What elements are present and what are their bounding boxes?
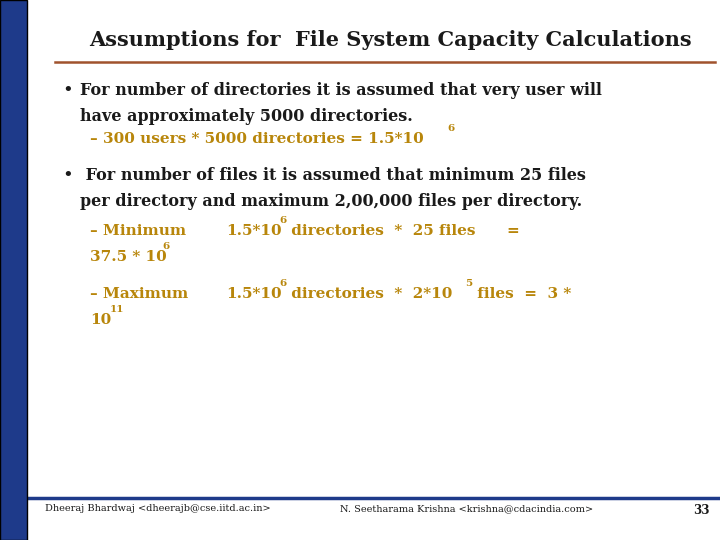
Text: directories  *  25 files      =: directories * 25 files =: [286, 224, 520, 238]
Text: – 300 users * 5000 directories = 1.5*10: – 300 users * 5000 directories = 1.5*10: [90, 132, 424, 146]
Text: files  =  3 *: files = 3 *: [472, 287, 571, 301]
Text: For number of files it is assumed that minimum 25 files: For number of files it is assumed that m…: [80, 167, 586, 184]
Text: – Minimum: – Minimum: [90, 224, 186, 238]
Text: 1.5*10: 1.5*10: [226, 287, 282, 301]
Text: •: •: [62, 167, 73, 185]
Text: have approximately 5000 directories.: have approximately 5000 directories.: [80, 108, 413, 125]
Text: •: •: [62, 82, 73, 100]
Text: – Maximum: – Maximum: [90, 287, 188, 301]
Text: 6: 6: [447, 124, 454, 133]
Text: 5: 5: [465, 279, 472, 288]
Text: For number of directories it is assumed that very user will: For number of directories it is assumed …: [80, 82, 602, 99]
Text: 6: 6: [279, 216, 287, 225]
Text: N. Seetharama Krishna <krishna@cdacindia.com>: N. Seetharama Krishna <krishna@cdacindia…: [340, 504, 593, 513]
Text: 1.5*10: 1.5*10: [226, 224, 282, 238]
Text: 6: 6: [279, 279, 287, 288]
Text: Dheeraj Bhardwaj <dheerajb@cse.iitd.ac.in>: Dheeraj Bhardwaj <dheerajb@cse.iitd.ac.i…: [45, 504, 271, 513]
Text: per directory and maximum 2,00,000 files per directory.: per directory and maximum 2,00,000 files…: [80, 193, 582, 210]
Text: 11: 11: [110, 305, 125, 314]
Text: Assumptions for  File System Capacity Calculations: Assumptions for File System Capacity Cal…: [89, 30, 691, 50]
Text: directories  *  2*10: directories * 2*10: [286, 287, 452, 301]
Text: 37.5 * 10: 37.5 * 10: [90, 250, 167, 264]
Text: 6: 6: [162, 242, 169, 251]
Text: 33: 33: [693, 504, 710, 517]
Text: 10: 10: [90, 313, 112, 327]
